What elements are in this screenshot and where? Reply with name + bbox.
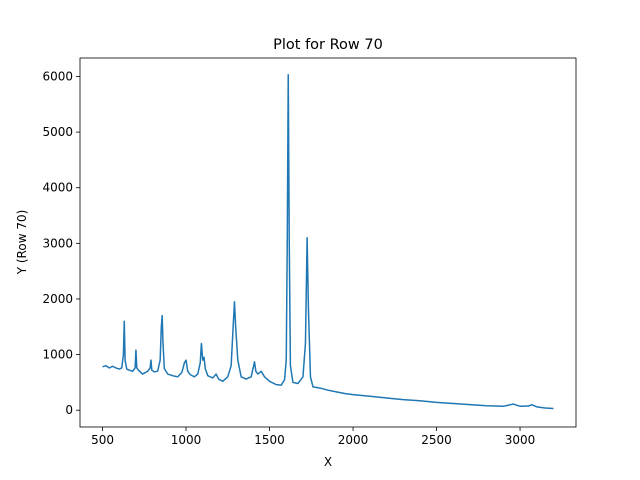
x-tick-label: 3000 [505,433,536,447]
x-tick-label: 2500 [421,433,452,447]
x-tick-label: 1000 [171,433,202,447]
x-tick-label: 2000 [338,433,369,447]
x-tick-label: 500 [91,433,114,447]
y-tick-label: 3000 [42,236,73,250]
data-line [102,74,554,410]
y-tick-label: 6000 [42,69,73,83]
x-tick-label: 1500 [254,433,285,447]
y-tick-label: 1000 [42,348,73,362]
y-tick-label: 4000 [42,181,73,195]
y-tick-label: 2000 [42,292,73,306]
y-tick-label: 0 [65,403,73,417]
chart-title: Plot for Row 70 [273,37,383,53]
y-tick-label: 5000 [42,125,73,139]
x-axis-label: X [324,455,332,469]
y-axis-label: Y (Row 70) [15,210,29,276]
plot-frame [79,57,577,428]
